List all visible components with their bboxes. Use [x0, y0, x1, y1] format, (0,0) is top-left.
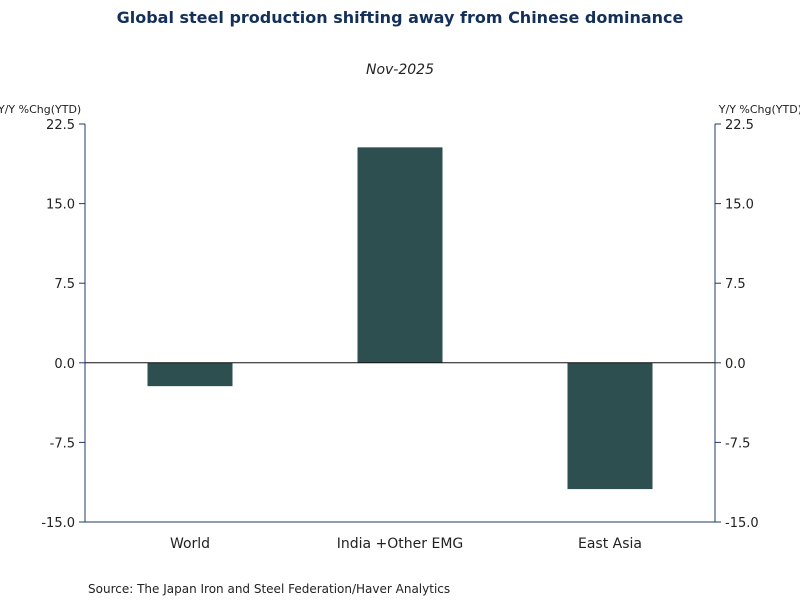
x-labels-layer: World India +Other EMG East Asia [170, 536, 642, 552]
y-tick-label-right: 0.0 [725, 357, 746, 372]
x-category-label: East Asia [578, 536, 642, 552]
y-tick-label-right: 7.5 [725, 277, 746, 292]
y-tick-label-left: 22.5 [46, 118, 75, 133]
y-axis-label-right: Y/Y %Chg(YTD) [718, 103, 800, 116]
chart-subtitle: Nov-2025 [365, 62, 434, 78]
y-tick-label-right: 22.5 [725, 118, 754, 133]
ticks-layer: 22.5 22.5 15.0 15.0 7.5 7.5 0.0 0.0 -7.5 -7.5 -15.… [41, 118, 758, 531]
bar-india-other-emg [357, 147, 443, 363]
y-tick-label-right: 15.0 [725, 198, 754, 213]
y-tick-label-left: 0.0 [54, 357, 75, 372]
y-tick-label-right: -7.5 [725, 436, 750, 451]
axes-layer [84, 124, 716, 523]
y-tick-label-left: -7.5 [50, 436, 75, 451]
x-category-label: World [170, 536, 210, 552]
y-tick-label-left: -15.0 [41, 516, 75, 531]
y-tick-label-left: 7.5 [54, 277, 75, 292]
y-tick-label-right: -15.0 [725, 516, 759, 531]
bar-east-asia [567, 362, 653, 490]
bar-world [147, 362, 233, 387]
x-category-label: India +Other EMG [337, 536, 464, 552]
bars-layer [85, 147, 715, 490]
source-note: Source: The Japan Iron and Steel Federat… [88, 582, 451, 596]
chart-title: Global steel production shifting away fr… [116, 8, 684, 27]
y-tick-label-left: 15.0 [46, 198, 75, 213]
y-axis-label-left: Y/Y %Chg(YTD) [0, 103, 81, 116]
